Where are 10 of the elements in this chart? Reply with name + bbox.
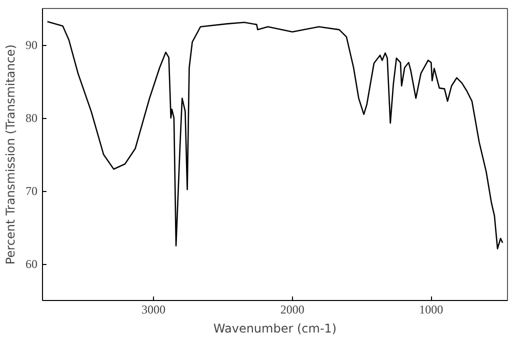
y-tick-label: 70: [26, 184, 38, 198]
x-tick-label: 1000: [419, 302, 444, 316]
y-axis-title: Percent Transmission (Transmitance): [4, 44, 18, 265]
y-tick-label: 80: [26, 111, 38, 125]
y-tick-label: 90: [26, 38, 38, 52]
x-tick-label: 2000: [280, 302, 304, 316]
y-tick-label: 60: [26, 257, 38, 271]
line-series: [46, 20, 504, 250]
x-axis-title: Wavenumber (cm-1): [213, 322, 337, 336]
x-tick-label: 3000: [142, 302, 166, 316]
